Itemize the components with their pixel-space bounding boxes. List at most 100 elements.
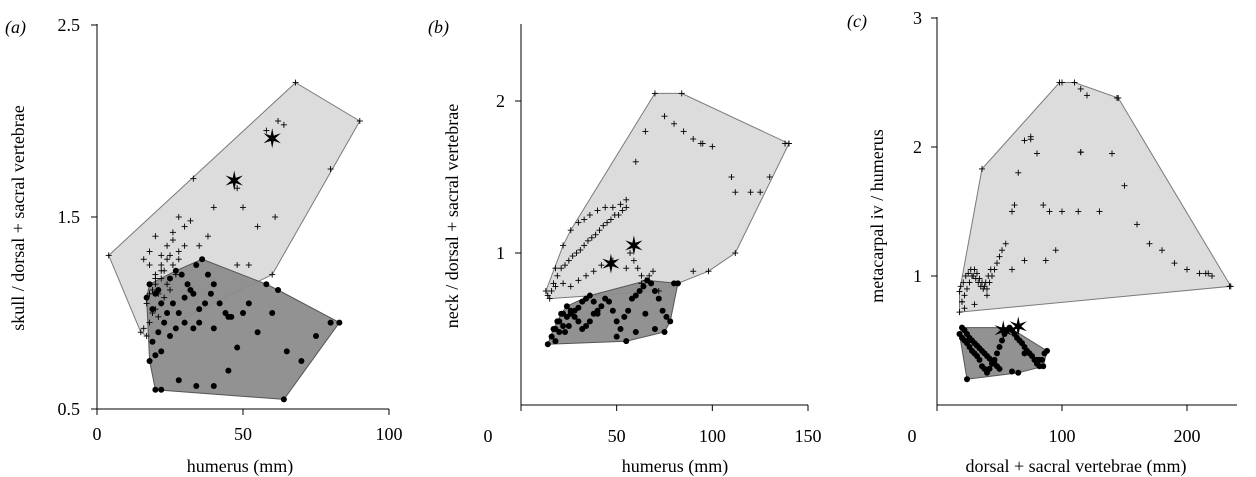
plus-point [558,265,565,272]
plus-point [1109,150,1115,157]
dot-point [210,325,217,332]
dot-point [280,396,287,403]
plus-point [590,268,597,275]
dot-point [193,262,200,268]
plus-point [356,118,363,124]
dot-point [632,329,639,336]
plus-point [604,219,611,226]
plus-point [642,128,649,135]
plus-point [1056,79,1063,86]
plus-point [560,242,567,249]
plus-point [1114,94,1120,101]
x-tick-label: 200 [1174,426,1201,446]
plus-point [619,207,626,214]
dot-point [175,377,182,384]
plus-point [1021,137,1028,144]
plus-point [671,120,678,127]
dot-point [642,310,649,317]
plus-point [1040,202,1047,209]
plus-point [1077,85,1084,92]
plus-point [1196,270,1203,277]
plus-point [994,260,1000,267]
plus-point [254,223,261,230]
dot-point [554,318,561,325]
plus-point [581,242,588,249]
plus-point [577,246,584,253]
dot-point [590,298,597,305]
dot-point [562,329,569,336]
plus-point [181,223,188,230]
dot-point [999,337,1005,344]
plus-point [152,275,159,282]
plus-point [1027,136,1034,143]
y-tick-label: 2.5 [58,15,81,35]
plus-point [1226,283,1233,290]
plus-point [581,216,588,223]
plus-point [957,283,964,290]
dot-point [181,294,188,301]
plus-point [697,140,704,147]
dot-point [994,350,1000,357]
dot-point [1044,347,1050,354]
x-tick-label: 0 [93,424,102,444]
dot-point [655,295,662,302]
dot-point [164,310,171,316]
plus-point [975,279,982,286]
plus-point [175,256,182,263]
plus-point [149,286,156,293]
dot-point [283,348,290,355]
dot-point [613,318,620,325]
plus-point [961,292,968,299]
plus-point [634,265,641,272]
panel-label: (c) [847,11,867,32]
star-point [994,320,1012,341]
plus-point [1071,79,1078,86]
plus-point [146,319,153,326]
plus-point [588,234,595,241]
dot-point [609,307,616,314]
plus-point [245,262,252,268]
y-tick-label: 2 [496,91,505,111]
plus-point [1075,208,1082,215]
plus-point [1009,208,1015,215]
plus-point [650,268,657,275]
plus-point [158,275,165,282]
plus-point [984,292,990,299]
plus-point [609,204,616,211]
plus-point [552,283,559,290]
plus-point [598,262,605,269]
plus-point [678,90,685,97]
plus-point [638,272,645,279]
plus-point [962,273,969,279]
x-axis-label: humerus (mm) [187,456,293,477]
plus-point [569,253,576,260]
dot-point [552,338,559,345]
dot-point [210,281,217,288]
dot-point [621,313,628,320]
plus-point [1146,240,1153,247]
plus-point [544,292,551,299]
dot-point [606,298,613,305]
x-tick-label: 100 [1049,426,1076,446]
dot-point [190,325,197,332]
dot-point [172,325,179,332]
star-point [602,253,620,274]
plus-point [164,281,171,288]
plus-point [164,242,171,249]
plus-point [586,212,593,218]
plus-point [1171,260,1178,267]
dot-point [625,307,632,314]
x-tick-label: 100 [376,424,403,444]
plus-point [552,265,559,272]
dot-point [659,307,666,314]
dot-point [996,343,1003,350]
x-tick-label: 150 [795,426,822,446]
plus-point [137,329,144,336]
plus-point [167,252,173,259]
dot-point [158,386,165,393]
plus-point [152,281,159,288]
plus-point [146,262,153,268]
dot-point [575,318,582,325]
plus-point [164,256,171,263]
plus-point [732,250,739,256]
